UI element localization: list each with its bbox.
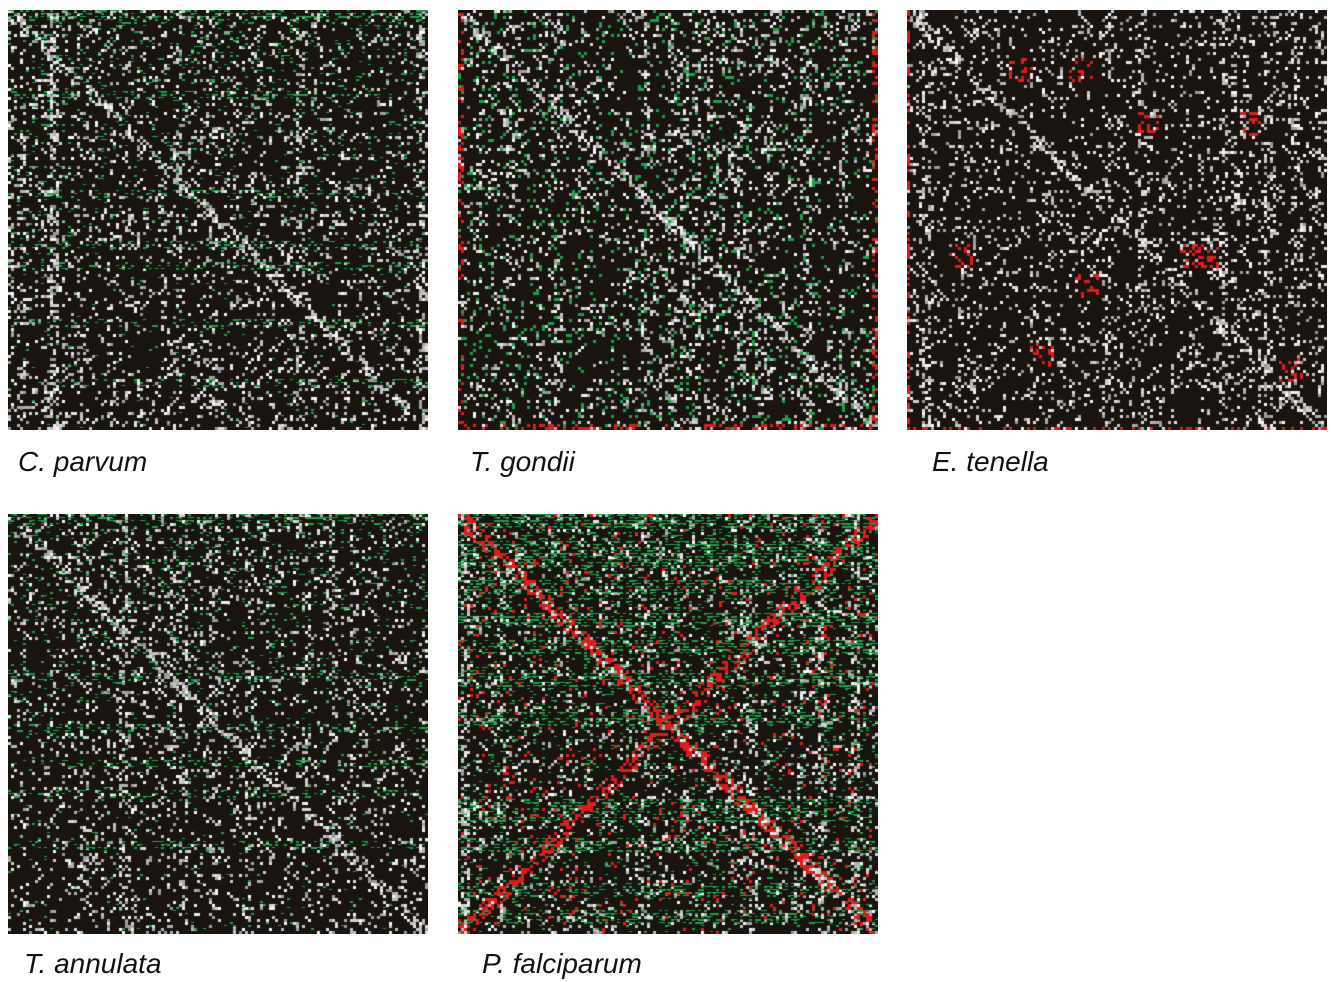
panel-e-tenella bbox=[907, 10, 1327, 430]
dot-plot-image bbox=[8, 10, 428, 430]
panel-c-parvum bbox=[8, 10, 428, 430]
panel-p-falciparum bbox=[458, 514, 878, 934]
dot-plot-image bbox=[907, 10, 1327, 430]
panel-caption: T. annulata bbox=[24, 948, 162, 979]
dot-plot-image bbox=[8, 514, 428, 934]
panel-caption: P. falciparum bbox=[482, 948, 642, 979]
dot-plot-image bbox=[458, 10, 878, 430]
panel-t-gondii bbox=[458, 10, 878, 430]
panel-caption: E. tenella bbox=[932, 446, 1049, 477]
panel-t-annulata bbox=[8, 514, 428, 934]
panel-caption: C. parvum bbox=[18, 446, 148, 477]
dot-plot-image bbox=[458, 514, 878, 934]
panel-caption: T. gondii bbox=[470, 446, 575, 477]
